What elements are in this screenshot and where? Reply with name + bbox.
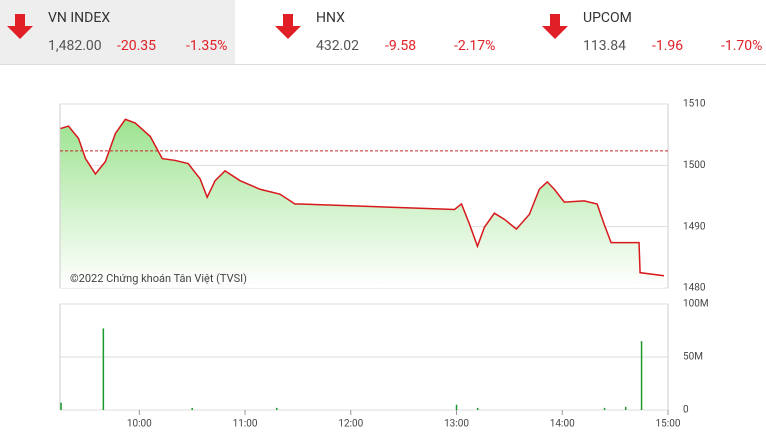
volume-bar <box>603 407 606 410</box>
down-arrow <box>275 14 301 39</box>
y-tick-label: 50M <box>683 352 703 363</box>
x-tick-label: 14:00 <box>550 419 575 430</box>
volume-bar <box>276 407 278 410</box>
x-tick-label: 11:00 <box>233 419 258 430</box>
volume-bar <box>102 328 105 410</box>
index-percent: -1.35% <box>186 38 228 54</box>
y-tick-label: 1490 <box>683 221 706 232</box>
price-line <box>60 118 665 277</box>
volume-bar <box>191 407 193 410</box>
volume-bar <box>455 404 458 410</box>
y-tick-label: 1480 <box>683 283 706 294</box>
price-area <box>60 119 664 288</box>
index-change: -1.96 <box>652 38 684 54</box>
index-percent: -1.70% <box>721 38 763 54</box>
index-card[interactable]: HNX 432.02 -9.58 -2.17% <box>268 0 503 64</box>
y-tick-label: 1500 <box>683 160 706 171</box>
y-tick-label: 100M <box>683 299 709 310</box>
y-tick-label: 0 <box>683 405 689 416</box>
index-change: -9.58 <box>385 38 417 54</box>
volume-bar <box>60 402 62 410</box>
index-card[interactable]: VN INDEX 1,482.00 -20.35 -1.35% <box>0 0 235 64</box>
divider <box>0 64 766 65</box>
x-tick-label: 12:00 <box>338 419 363 430</box>
index-value: 113.84 <box>583 38 627 54</box>
down-arrow <box>7 14 33 39</box>
index-value: 1,482.00 <box>48 38 102 54</box>
index-percent: -2.17% <box>454 38 496 54</box>
volume-bar <box>476 407 479 410</box>
index-name: HNX <box>316 10 345 26</box>
y-tick-label: 1510 <box>683 99 706 110</box>
x-tick-label: 10:00 <box>127 419 152 430</box>
volume-bar <box>640 341 643 410</box>
index-value: 432.02 <box>316 38 360 54</box>
watermark: ©2022 Chứng khoán Tân Việt (TVSI) <box>70 272 247 285</box>
x-tick-label: 15:00 <box>656 419 681 430</box>
index-card[interactable]: UPCOM 113.84 -1.96 -1.70% <box>535 0 766 64</box>
x-tick-label: 13:00 <box>444 419 469 430</box>
down-arrow <box>542 14 568 39</box>
index-name: UPCOM <box>583 10 632 26</box>
volume-bar <box>624 406 627 410</box>
index-change: -20.35 <box>117 38 157 54</box>
index-name: VN INDEX <box>48 10 111 26</box>
